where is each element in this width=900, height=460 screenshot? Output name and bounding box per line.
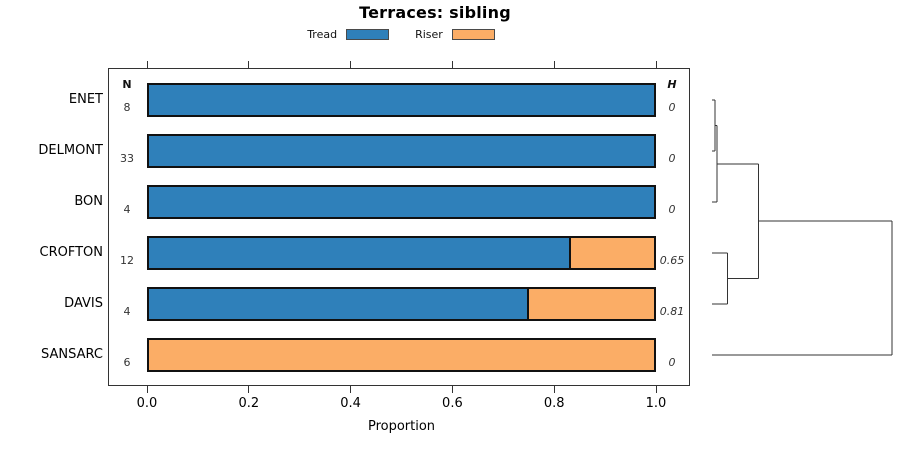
legend-item-riser: Riser	[415, 28, 495, 41]
legend: Tread Riser	[1, 26, 801, 42]
x-axis-tick-top	[655, 61, 657, 68]
site-label-bon: BON	[74, 194, 103, 209]
x-axis-tick-bottom	[553, 386, 555, 393]
x-axis-tick-top	[451, 61, 453, 68]
x-axis-tick-label: 0.8	[543, 396, 565, 411]
x-axis-tick-bottom	[146, 386, 148, 393]
bar-segment-tread	[149, 289, 528, 319]
site-label-enet: ENET	[68, 92, 103, 107]
legend-label: Tread	[307, 27, 338, 41]
site-label-sansarc: SANSARC	[41, 347, 103, 362]
n-value-davis: 4	[123, 305, 131, 318]
h-value-davis: 0.81	[659, 305, 685, 318]
legend-label: Riser	[415, 27, 443, 41]
legend-item-tread: Tread	[307, 27, 390, 41]
x-axis-tick-bottom	[350, 386, 352, 393]
h-value-bon: 0	[668, 203, 676, 216]
plot-area	[108, 68, 690, 386]
x-axis-tick-bottom	[451, 386, 453, 393]
bar-segment-tread	[149, 187, 654, 217]
n-value-delmont: 33	[120, 152, 134, 165]
h-value-enet: 0	[668, 101, 676, 114]
n-value-bon: 4	[123, 203, 131, 216]
h-column-header: H	[667, 78, 677, 91]
bar-bon	[147, 185, 656, 219]
h-value-crofton: 0.65	[659, 254, 685, 267]
n-value-sansarc: 6	[123, 356, 131, 369]
bar-segment-tread	[149, 238, 570, 268]
bar-segment-divider	[526, 289, 529, 319]
x-axis-tick-label: 0.2	[238, 396, 260, 411]
bar-segment-riser	[527, 289, 654, 319]
bar-segment-tread	[149, 85, 654, 115]
x-axis-tick-top	[146, 61, 148, 68]
x-axis-tick-bottom	[248, 386, 250, 393]
x-axis-tick-top	[248, 61, 250, 68]
legend-swatch-riser	[451, 28, 495, 40]
site-label-davis: DAVIS	[64, 296, 103, 311]
x-axis-title: Proportion	[367, 419, 436, 434]
bar-enet	[147, 83, 656, 117]
bar-segment-riser	[149, 340, 654, 370]
chart-title: Terraces: sibling	[359, 3, 511, 22]
bar-segment-tread	[149, 136, 654, 166]
x-axis-tick-label: 1.0	[645, 396, 667, 411]
x-axis-tick-label: 0.4	[340, 396, 361, 411]
n-value-enet: 8	[123, 101, 131, 114]
h-value-sansarc: 0	[668, 356, 676, 369]
bar-davis	[147, 287, 656, 321]
x-axis-tick-label: 0.0	[136, 396, 158, 411]
x-axis-tick-bottom	[655, 386, 657, 393]
site-label-delmont: DELMONT	[38, 143, 103, 158]
bar-sansarc	[147, 338, 656, 372]
x-axis-tick-top	[350, 61, 352, 68]
x-axis-tick-label: 0.6	[442, 396, 463, 411]
bar-segment-riser	[569, 238, 654, 268]
legend-swatch-tread	[346, 28, 390, 40]
x-axis-tick-top	[553, 61, 555, 68]
bar-delmont	[147, 134, 656, 168]
n-value-crofton: 12	[120, 254, 134, 267]
h-value-delmont: 0	[668, 152, 676, 165]
bar-crofton	[147, 236, 656, 270]
bar-segment-divider	[568, 238, 571, 268]
site-label-crofton: CROFTON	[39, 245, 104, 260]
n-column-header: N	[122, 78, 132, 91]
